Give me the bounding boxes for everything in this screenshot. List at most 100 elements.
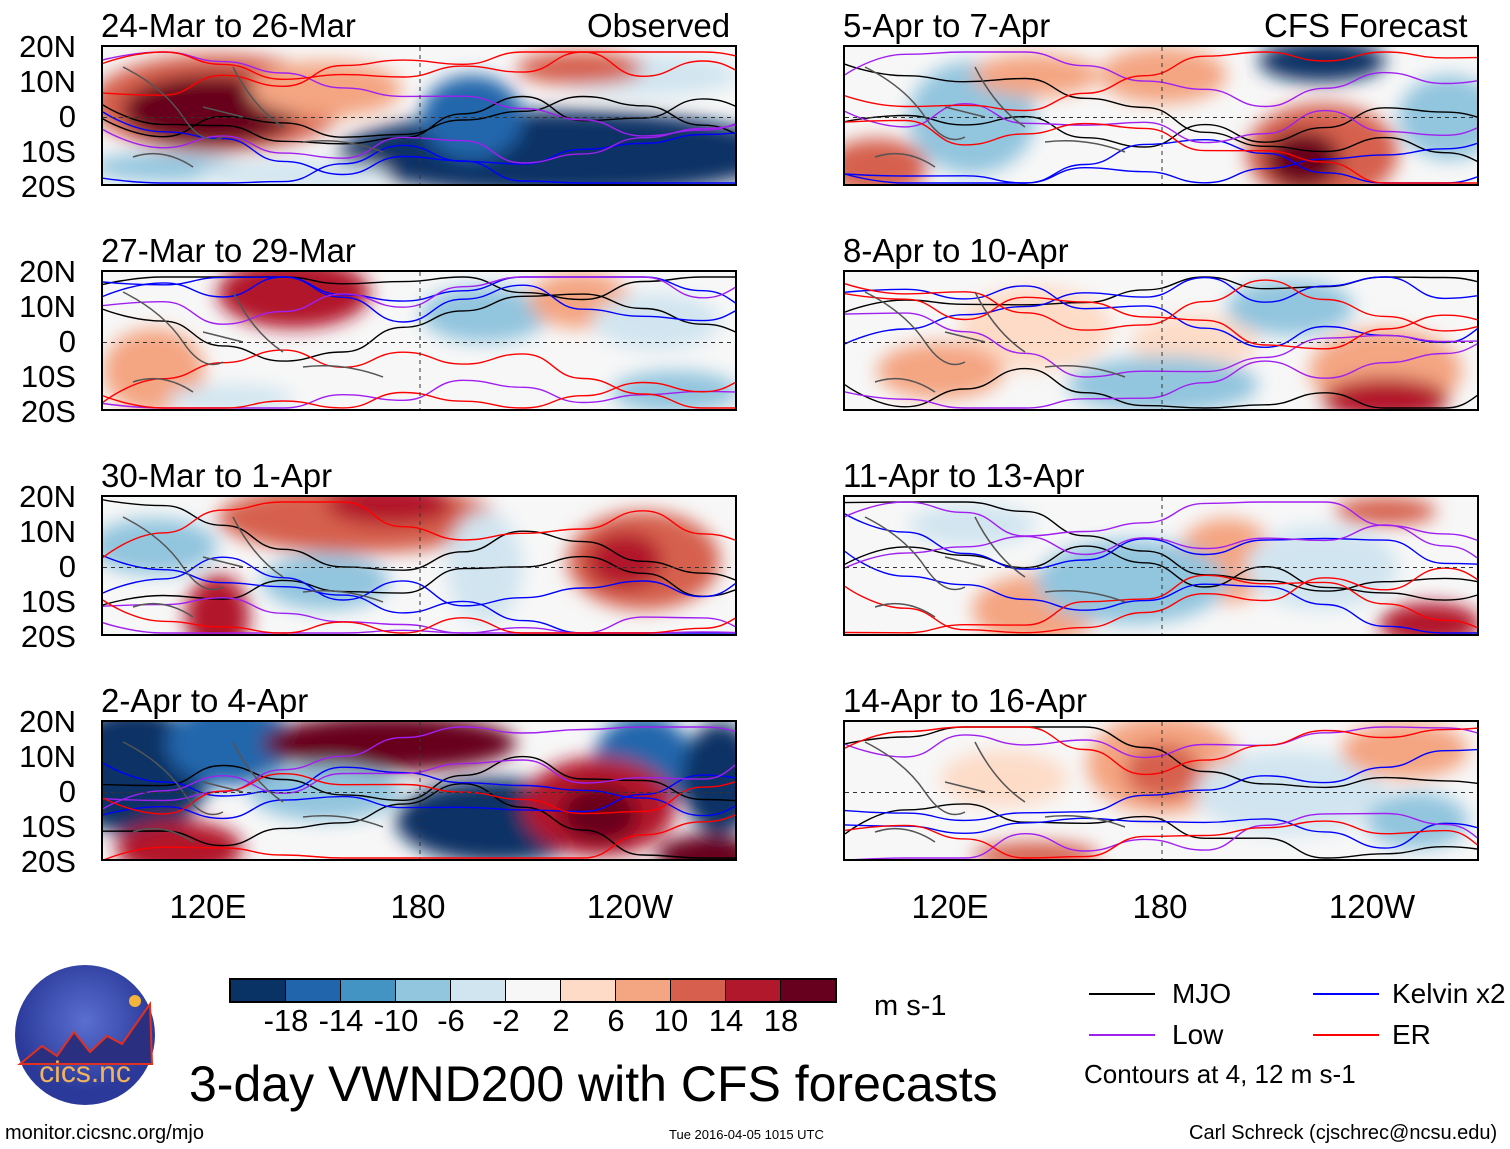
legend-swatch-kelvin bbox=[1313, 993, 1379, 995]
colorbar-tick: 14 bbox=[708, 1003, 744, 1038]
legend-swatch-low bbox=[1089, 1034, 1155, 1036]
lat-label: 10S bbox=[20, 359, 76, 394]
cics-logo: cics.nc bbox=[12, 964, 158, 1106]
lat-label: 10S bbox=[20, 809, 76, 844]
anomaly-region bbox=[1334, 497, 1437, 526]
colorbar-tick: 18 bbox=[763, 1003, 799, 1038]
panel-title: 14-Apr to 16-Apr bbox=[843, 682, 1087, 719]
contour-line bbox=[103, 51, 735, 81]
colorbar-swatch bbox=[506, 980, 561, 1001]
anomaly-region bbox=[217, 272, 371, 329]
anomaly-region bbox=[845, 138, 928, 184]
colorbar-tick: -6 bbox=[437, 1003, 465, 1038]
lat-label: 0 bbox=[58, 774, 76, 809]
anomaly-region bbox=[972, 841, 1100, 859]
colorbar-swatch bbox=[781, 980, 835, 1001]
contour-line bbox=[845, 312, 1477, 378]
anomaly-region bbox=[103, 518, 218, 575]
footer-author: Carl Schreck (cjschrec@ncsu.edu) bbox=[1189, 1122, 1498, 1144]
lat-label: 10N bbox=[19, 514, 76, 549]
anomaly-region bbox=[1131, 314, 1259, 371]
contour-line bbox=[103, 51, 735, 137]
legend-swatch-er bbox=[1313, 1034, 1379, 1036]
legend-label: Low bbox=[1172, 1019, 1224, 1050]
contour-line bbox=[845, 293, 1477, 350]
contour-line bbox=[854, 812, 1477, 859]
contour-line bbox=[103, 499, 735, 581]
anomaly-region bbox=[338, 110, 735, 184]
colorbar-tick: 10 bbox=[653, 1003, 689, 1038]
map-panel bbox=[843, 45, 1479, 186]
legend-label: MJO bbox=[1172, 978, 1232, 1009]
lat-label: 20S bbox=[20, 394, 76, 429]
panel-title: 11-Apr to 13-Apr bbox=[843, 457, 1085, 494]
colorbar-swatch bbox=[561, 980, 616, 1001]
lat-label: 20N bbox=[19, 704, 76, 739]
colorbar-swatch bbox=[396, 980, 451, 1001]
colorbar-tick: -14 bbox=[318, 1003, 364, 1038]
contour-line bbox=[845, 51, 1477, 112]
colorbar-swatch bbox=[286, 980, 341, 1001]
legend-swatch-mjo bbox=[1089, 993, 1155, 995]
lat-label: 10N bbox=[19, 739, 76, 774]
contour-line bbox=[845, 276, 1477, 345]
footer-url[interactable]: monitor.cicsnc.org/mjo bbox=[5, 1122, 204, 1144]
anomaly-region bbox=[1379, 602, 1477, 634]
contour-note: Contours at 4, 12 m s-1 bbox=[1084, 1059, 1356, 1089]
contour-line bbox=[845, 550, 1477, 634]
contour-line bbox=[103, 759, 735, 810]
panel-title: 30-Mar to 1-Apr bbox=[101, 457, 333, 494]
anomaly-region bbox=[166, 722, 294, 786]
lon-label: 120W bbox=[586, 888, 674, 925]
anomaly-region bbox=[586, 532, 663, 589]
contour-line bbox=[845, 748, 1477, 822]
footer-timestamp: Tue 2016-04-05 1015 UTC bbox=[669, 1127, 824, 1142]
map-panel bbox=[843, 270, 1479, 411]
panel-title: 8-Apr to 10-Apr bbox=[843, 232, 1069, 269]
contour-line bbox=[103, 556, 735, 607]
contour-line bbox=[103, 132, 735, 184]
colorbar-swatch bbox=[451, 980, 506, 1001]
contour-line bbox=[103, 555, 735, 606]
contour-line bbox=[845, 102, 1477, 144]
colorbar bbox=[229, 978, 837, 1003]
contour-line bbox=[103, 124, 735, 164]
contour-line bbox=[845, 119, 1477, 184]
lat-label: 10N bbox=[19, 64, 76, 99]
lat-label: 10S bbox=[20, 584, 76, 619]
lat-label: 10N bbox=[19, 289, 76, 324]
anomaly-region bbox=[876, 342, 1004, 399]
contour-line bbox=[845, 343, 1477, 409]
contour-line bbox=[103, 381, 735, 409]
colorbar-units: m s-1 bbox=[874, 990, 947, 1022]
colorbar-tick: 2 bbox=[552, 1003, 570, 1038]
lat-label: 20N bbox=[19, 254, 76, 289]
anomaly-region bbox=[516, 51, 644, 86]
lat-label: 20S bbox=[20, 844, 76, 879]
lon-label: 180 bbox=[390, 888, 446, 925]
map-panel bbox=[101, 270, 737, 411]
contour-line bbox=[845, 545, 1477, 601]
colorbar-swatch bbox=[231, 980, 286, 1001]
colorbar-tick: 6 bbox=[607, 1003, 625, 1038]
anomaly-region bbox=[115, 820, 243, 859]
contour-line bbox=[103, 293, 735, 362]
colorbar-swatch bbox=[616, 980, 671, 1001]
lon-label: 120W bbox=[1328, 888, 1416, 925]
map-panel bbox=[843, 720, 1479, 861]
contour-line bbox=[845, 279, 1477, 332]
coastline bbox=[864, 516, 1126, 618]
colorbar-swatch bbox=[671, 980, 726, 1001]
colorbar-swatch bbox=[726, 980, 781, 1001]
contour-line bbox=[845, 726, 1477, 776]
lon-label: 120E bbox=[911, 888, 989, 925]
contour-line bbox=[103, 616, 735, 634]
anomaly-region bbox=[972, 54, 1100, 97]
anomaly-region bbox=[1035, 539, 1227, 624]
lat-label: 0 bbox=[58, 324, 76, 359]
contour-line bbox=[845, 726, 1477, 759]
coastline bbox=[122, 291, 384, 393]
anomaly-region bbox=[1245, 525, 1399, 610]
panel-title: 27-Mar to 29-Mar bbox=[101, 232, 356, 269]
lat-label: 20S bbox=[20, 169, 76, 204]
